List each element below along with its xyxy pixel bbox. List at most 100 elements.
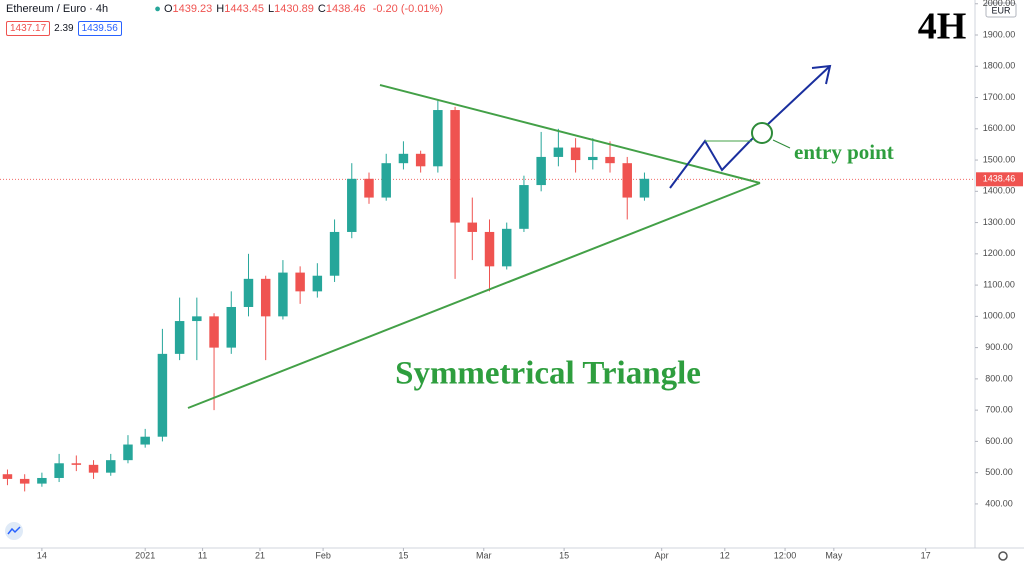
change: -0.20 (-0.01%) [372, 3, 443, 15]
candle-body [364, 178, 374, 198]
candle-body [450, 110, 460, 223]
candle-body [37, 477, 47, 484]
timeframe-label: 4H [918, 6, 967, 48]
upper-trendline [379, 84, 761, 184]
candle-body [415, 153, 426, 167]
logo [5, 522, 23, 540]
x-tick-label: 15 [559, 550, 569, 560]
x-tick-label: Feb [315, 550, 331, 560]
candle-body [381, 163, 391, 198]
last-price-box [976, 172, 1023, 187]
arrow-head [811, 64, 832, 85]
ohlc-key: O [163, 3, 173, 15]
y-tick-label: 1200.00 [983, 248, 1016, 258]
y-tick-label: 2000.00 [983, 0, 1016, 8]
candle-body [295, 272, 305, 292]
ohlc-values: O1439.23 H1443.45 L1430.89 C1438.46 [164, 3, 370, 15]
candle-body [605, 156, 615, 164]
symbol-header: Ethereum / Euro · 4h ● O1439.23 H1443.45 L… [6, 3, 443, 15]
ask: 1439.56 [77, 21, 122, 36]
projection-arrow [669, 65, 831, 189]
entry-pointer [772, 139, 791, 149]
x-tick-label: 12 [720, 550, 730, 560]
currency-box [985, 2, 1017, 18]
y-tick-label: 1000.00 [983, 311, 1016, 321]
ohlc-value: 1439.23 [172, 3, 213, 15]
ohlc-key: H [216, 3, 225, 15]
candle-body [433, 110, 443, 167]
ohlc-key: C [317, 3, 326, 15]
candle-body [174, 321, 185, 354]
y-tick-label: 800.00 [985, 373, 1013, 383]
candle-body [639, 178, 650, 198]
y-tick-label: 1300.00 [983, 217, 1016, 227]
candle-body [140, 436, 150, 445]
x-tick-label: 21 [255, 550, 265, 560]
lower-trendline [187, 182, 761, 409]
bid: 1437.17 [6, 21, 51, 36]
x-tick-label: May [825, 550, 843, 560]
candle-body [484, 231, 495, 267]
entry-circle [751, 122, 773, 144]
candle-body [622, 163, 632, 198]
x-tick-label: 11 [198, 550, 207, 560]
candle-body [588, 156, 598, 161]
candle-body [106, 460, 116, 473]
x-tick-label: Apr [655, 550, 669, 560]
candle-body [536, 156, 546, 186]
candle-body [2, 474, 13, 479]
candle-body [278, 272, 288, 317]
y-tick-label: 1400.00 [983, 186, 1016, 196]
candle-body [209, 316, 219, 348]
candle-body [312, 275, 323, 292]
y-tick-label: 1600.00 [983, 123, 1016, 133]
candle-body [570, 147, 581, 161]
y-tick-label: 1900.00 [983, 29, 1016, 39]
quote-row: 1437.17 2.39 1439.56 [6, 21, 122, 36]
candle-body [192, 316, 202, 322]
annotation-text: entry point [794, 140, 894, 164]
y-tick-label: 400.00 [985, 498, 1013, 508]
pattern-title: Symmetrical Triangle [395, 356, 701, 392]
candle-body [226, 306, 237, 348]
y-tick-label: 700.00 [985, 405, 1013, 415]
candle-body [347, 178, 357, 232]
candle-body [157, 353, 168, 437]
candle-body [71, 463, 82, 465]
candle-body [398, 153, 409, 164]
x-tick-label: 15 [398, 550, 408, 560]
y-tick-label: 1100.00 [983, 279, 1015, 289]
x-tick-label: Mar [476, 550, 492, 560]
candle-body [54, 463, 64, 478]
interval: 4h [95, 3, 109, 15]
ohlc-value: 1430.89 [274, 3, 314, 15]
x-tick-label: 2021 [135, 550, 155, 560]
candle-body [123, 444, 133, 461]
candle-body [260, 278, 271, 317]
settings-icon[interactable] [998, 551, 1008, 561]
y-tick-label: 500.00 [985, 467, 1013, 477]
last-price-label: 1438.46 [983, 174, 1016, 184]
candle-body [19, 478, 30, 484]
y-tick-label: 600.00 [985, 436, 1013, 446]
x-tick-label: 14 [37, 550, 47, 560]
y-tick-label: 1500.00 [983, 154, 1016, 164]
currency-label: EUR [991, 5, 1011, 15]
candle-body [243, 278, 254, 307]
y-tick-label: 1700.00 [983, 92, 1016, 102]
candle-body [467, 222, 478, 232]
ohlc-key: L [268, 3, 275, 15]
x-tick-label: 17 [921, 550, 931, 560]
x-tick-label: 12:00 [774, 550, 797, 560]
spread: 2.39 [54, 23, 74, 34]
candle-body [501, 228, 512, 267]
plot-area [0, 100, 975, 492]
ohlc-value: 1443.45 [224, 3, 265, 15]
y-tick-label: 1800.00 [983, 61, 1016, 71]
y-tick-label: 900.00 [985, 342, 1013, 352]
candle-body [553, 147, 564, 157]
candle-body [329, 231, 340, 276]
candle-body [88, 464, 99, 473]
